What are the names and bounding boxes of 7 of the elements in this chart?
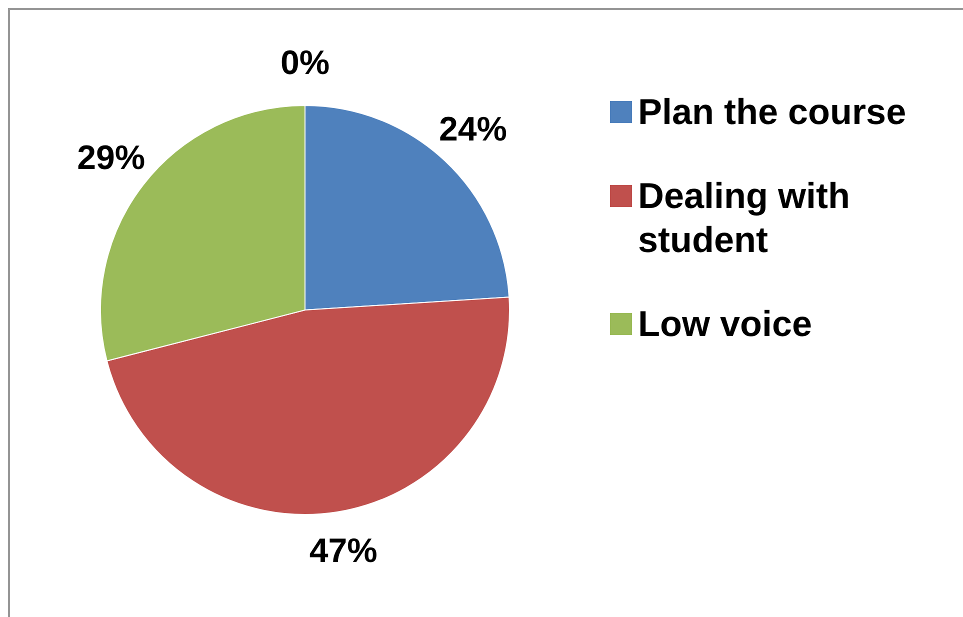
data-label: 47% [309, 532, 378, 570]
data-label: 24% [438, 110, 508, 148]
legend-label: Plan the course [638, 90, 906, 134]
data-label: 29% [77, 138, 146, 177]
text: 0% [280, 44, 330, 82]
legend-label: Dealing with student [638, 174, 852, 262]
legend-label: Low voice [638, 302, 812, 346]
